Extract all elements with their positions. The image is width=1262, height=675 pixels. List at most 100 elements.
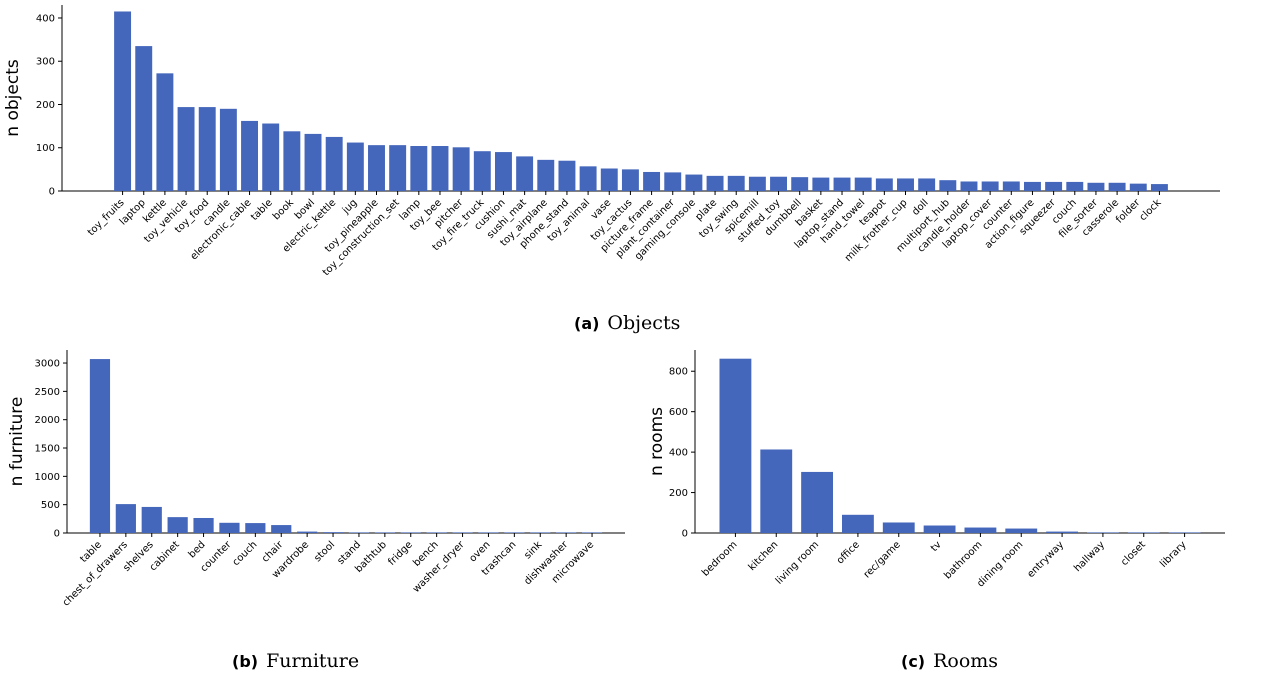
bar-pitcher — [452, 147, 470, 191]
y-tick-label: 2500 — [35, 387, 60, 398]
caption-rooms-text: Rooms — [933, 650, 999, 672]
bar-toy-animal — [579, 166, 597, 191]
caption-rooms-tag: (c) — [901, 652, 926, 671]
x-tick-label-tv: tv — [929, 539, 944, 554]
bar-electric-kettle — [325, 136, 343, 191]
bar-file-sorter — [1087, 182, 1105, 191]
x-tick-label-couch: couch — [231, 539, 260, 568]
bar-table — [262, 123, 280, 191]
bar-cushion — [494, 152, 512, 191]
y-tick-label: 1000 — [35, 472, 60, 483]
y-tick-label: 200 — [36, 100, 55, 111]
bar-hand-towel — [854, 177, 872, 191]
bar-fridge — [400, 532, 421, 533]
bar-laptop-stand — [833, 177, 851, 191]
bar-sink — [530, 532, 551, 533]
y-tick-label: 800 — [669, 367, 688, 378]
caption-rooms: (c) Rooms — [901, 650, 998, 672]
caption-objects: (a) Objects — [574, 312, 680, 334]
y-axis-label: n furniture — [7, 397, 27, 487]
x-tick-label-table: table — [249, 197, 275, 223]
y-axis-label: n rooms — [647, 407, 667, 476]
y-tick-label: 400 — [669, 448, 688, 459]
bar-toy-vehicle — [177, 107, 195, 191]
bar-bathtub — [374, 532, 395, 533]
bar-teapot — [875, 178, 893, 191]
bar-gaming-console — [685, 174, 703, 191]
x-tick-label-library: library — [1158, 539, 1189, 570]
y-tick-label: 100 — [36, 143, 55, 154]
bar-entryway — [1046, 531, 1079, 533]
bar-shelves — [141, 506, 162, 533]
x-tick-label-closet: closet — [1119, 539, 1148, 568]
y-tick-label: 0 — [682, 529, 688, 540]
bar-plate — [706, 175, 724, 191]
bar-hallway — [1086, 532, 1119, 533]
bar-clock — [1150, 184, 1168, 191]
x-tick-label-bathroom: bathroom — [942, 539, 984, 581]
caption-furniture-text: Furniture — [266, 650, 360, 672]
bar-multiport-hub — [939, 180, 957, 191]
bar-bed — [193, 517, 214, 533]
x-tick-label-living-room: living room — [774, 539, 821, 586]
x-tick-label-bed: bed — [187, 539, 208, 560]
bar-picture-frame — [643, 171, 661, 191]
bar-toy-bee — [431, 146, 449, 191]
bar-squeezer — [1045, 181, 1063, 191]
bar-trashcan — [504, 532, 525, 533]
bar-electronic-cable — [241, 120, 259, 191]
y-tick-label: 0 — [54, 529, 60, 540]
bar-couch — [1066, 181, 1084, 191]
bar-book — [283, 131, 301, 191]
bar-toy-swing — [727, 175, 745, 191]
bar-toy-fruits — [114, 11, 132, 191]
bar-cabinet — [167, 517, 188, 533]
y-tick-label: 400 — [36, 13, 55, 24]
bar-doll — [918, 178, 936, 191]
bar-plant-container — [664, 172, 682, 191]
x-tick-label-entryway: entryway — [1025, 539, 1066, 580]
x-tick-label-office: office — [835, 539, 862, 566]
bar-dishwasher — [556, 532, 577, 533]
bar-library — [1168, 532, 1201, 533]
bar-bowl — [304, 133, 322, 191]
bar-counter — [1002, 181, 1020, 191]
bar-phone-stand — [558, 160, 576, 191]
y-tick-label: 1500 — [35, 444, 60, 455]
y-tick-label: 600 — [669, 407, 688, 418]
bar-milk-frother-cup — [897, 178, 914, 191]
caption-objects-tag: (a) — [574, 314, 600, 333]
bar-stool — [322, 532, 344, 533]
x-tick-label-fridge: fridge — [386, 539, 414, 567]
x-tick-label-rec-game: rec/game — [862, 539, 903, 580]
bar-basket — [812, 177, 830, 191]
y-tick-label: 0 — [49, 187, 55, 198]
x-tick-label-sink: sink — [522, 539, 544, 561]
bar-living-room — [801, 471, 834, 533]
y-tick-label: 200 — [669, 488, 688, 499]
bar-stuffed-toy — [770, 176, 788, 191]
bar-chair — [271, 525, 292, 533]
chart-panel-rooms: 0 200 400 600 800 n rooms bedroom kitchenliving… — [647, 350, 1225, 590]
bar-candle-holder — [960, 181, 978, 191]
bar-bench — [426, 532, 447, 533]
bar-oven — [478, 532, 499, 533]
x-tick-label-folder: folder — [1114, 197, 1143, 226]
bar-dining-room — [1005, 528, 1038, 533]
caption-furniture: (b) Furniture — [232, 650, 359, 672]
x-tick-label-stool: stool — [312, 539, 337, 564]
bar-office — [841, 514, 874, 533]
y-axis-label: n objects — [3, 59, 23, 137]
bar-stand — [348, 532, 370, 533]
bar-spicemill — [748, 176, 766, 191]
bar-jug — [346, 142, 364, 191]
bar-wardrobe — [297, 531, 318, 533]
y-tick-label: 300 — [36, 57, 55, 68]
bar-action-figure — [1023, 181, 1041, 191]
bar-toy-construction-set — [389, 145, 407, 191]
y-tick-label: 3000 — [35, 359, 60, 370]
bar-bedroom — [719, 358, 752, 533]
